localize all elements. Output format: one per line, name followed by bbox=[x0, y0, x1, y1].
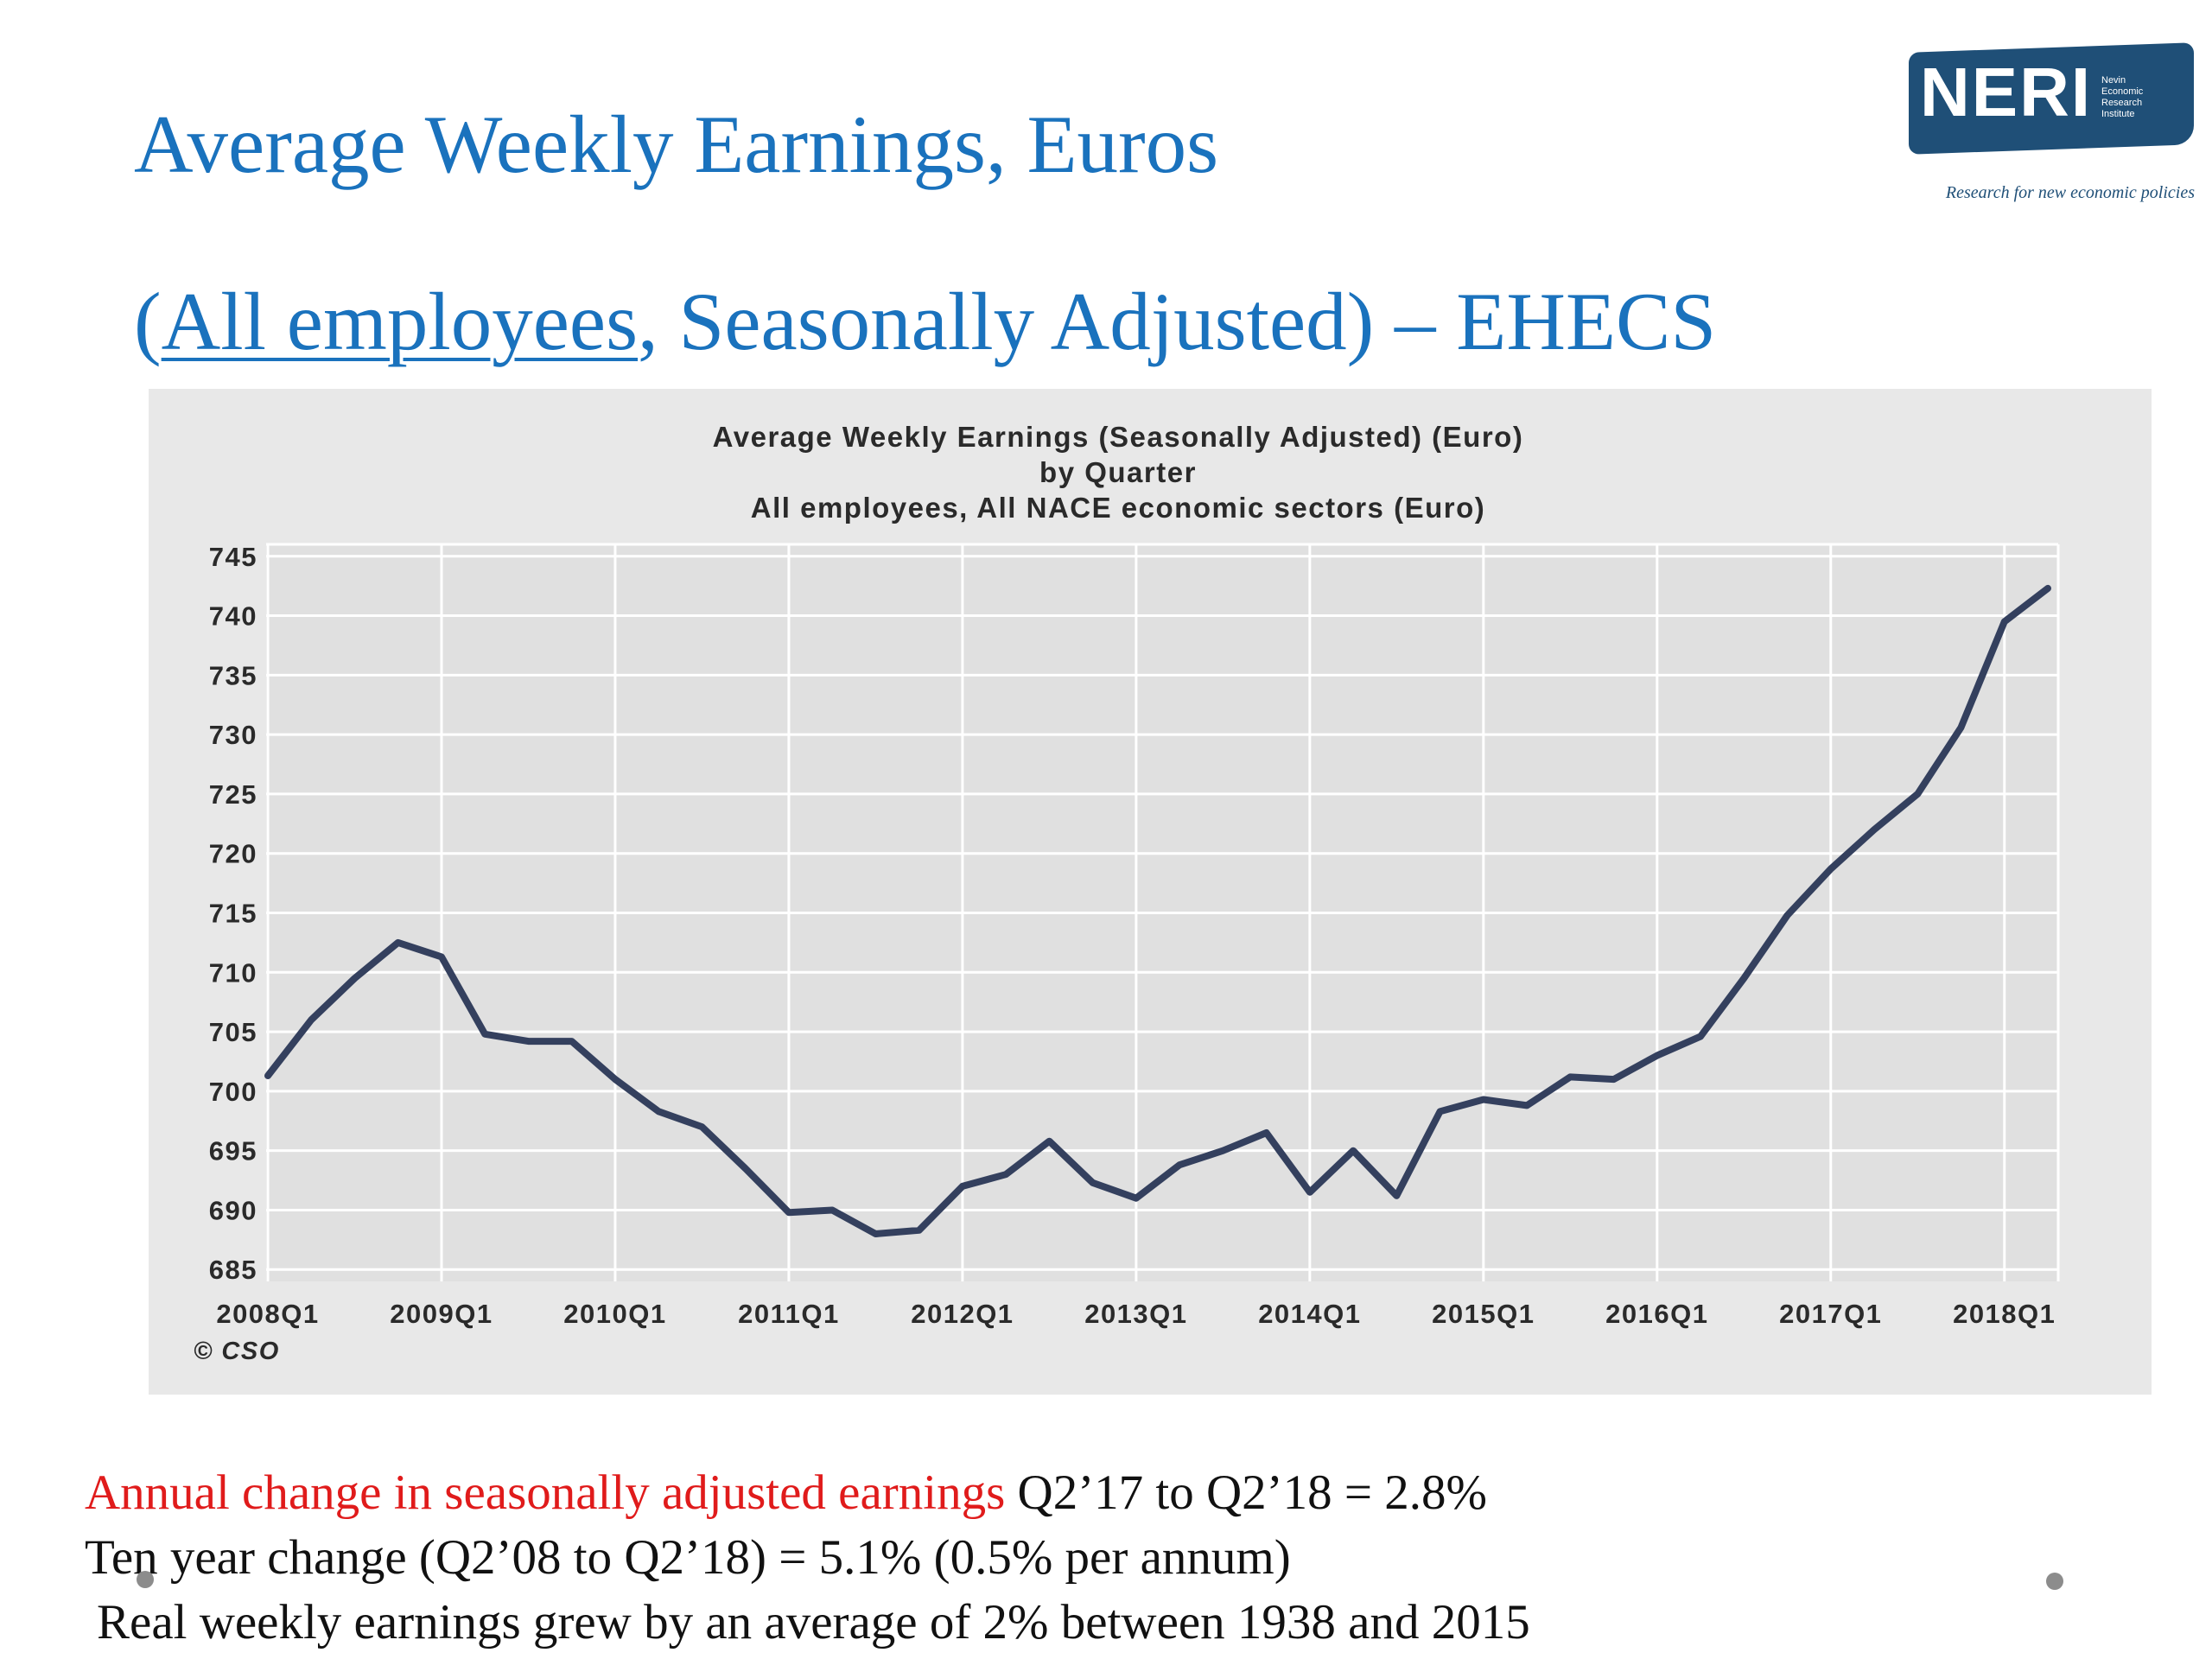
y-axis-ticks: 685 690 695 700 705 710 715 720 725 730 735 740 745 bbox=[209, 542, 257, 1285]
y-tick-label: 700 bbox=[209, 1077, 257, 1107]
x-tick-label: 2013Q1 bbox=[1084, 1299, 1187, 1329]
neri-logo: NERI Nevin Economic Research Institute R… bbox=[1901, 42, 2195, 203]
chart-title-line-2: by Quarter bbox=[1039, 456, 1197, 488]
series-line bbox=[264, 584, 2051, 1237]
note-ten-year-change: Ten year change (Q2’08 to Q2’18) = 5.1% … bbox=[85, 1530, 1291, 1585]
earnings-line-chart: Average Weekly Earnings (Seasonally Adju… bbox=[194, 421, 2060, 1365]
y-tick-label: 695 bbox=[209, 1136, 257, 1166]
chart-credit: © CSO bbox=[194, 1338, 280, 1365]
slide-subtitle: (All employees, Seasonally Adjusted) – E… bbox=[134, 276, 1716, 367]
y-tick-label: 705 bbox=[209, 1017, 257, 1047]
x-tick-label: 2010Q1 bbox=[563, 1299, 666, 1329]
notes-block: Annual change in seasonally adjusted ear… bbox=[85, 1460, 2072, 1655]
y-tick-label: 745 bbox=[209, 542, 257, 572]
chart-title-line-1: Average Weekly Earnings (Seasonally Adju… bbox=[713, 421, 1524, 453]
x-axis-ticks: 2008Q1 2009Q1 2010Q1 2011Q1 2012Q1 2013Q1 2014… bbox=[216, 1299, 2056, 1329]
x-tick-label: 2015Q1 bbox=[1432, 1299, 1535, 1329]
logo-tagline: Research for new economic policies bbox=[1945, 183, 2195, 202]
logo-wordmark: NERI bbox=[1920, 54, 2093, 130]
x-tick-label: 2011Q1 bbox=[738, 1299, 840, 1329]
y-tick-label: 740 bbox=[209, 601, 257, 632]
x-tick-label: 2016Q1 bbox=[1605, 1299, 1708, 1329]
y-tick-label: 720 bbox=[209, 839, 257, 869]
y-tick-label: 715 bbox=[209, 899, 257, 929]
y-tick-label: 735 bbox=[209, 660, 257, 690]
y-tick-label: 690 bbox=[209, 1195, 257, 1225]
chart-title-line-3: All employees, All NACE economic sectors… bbox=[751, 492, 1485, 524]
x-tick-label: 2018Q1 bbox=[1953, 1299, 2056, 1329]
x-tick-label: 2009Q1 bbox=[390, 1299, 493, 1329]
note-annual-change: Annual change in seasonally adjusted ear… bbox=[85, 1460, 2072, 1525]
y-tick-label: 685 bbox=[209, 1255, 257, 1285]
x-tick-label: 2017Q1 bbox=[1779, 1299, 1882, 1329]
slide-title: Average Weekly Earnings, Euros bbox=[134, 99, 1219, 190]
chart-panel: Average Weekly Earnings (Seasonally Adju… bbox=[149, 389, 2152, 1395]
note-real-earnings: Real weekly earnings grew by an average … bbox=[97, 1595, 1530, 1649]
note-annual-change-value: Q2’17 to Q2’18 = 2.8% bbox=[1005, 1465, 1488, 1520]
logo-subtext: Nevin Economic Research Institute bbox=[2101, 75, 2179, 120]
note-annual-change-highlight: Annual change in seasonally adjusted ear… bbox=[85, 1465, 1006, 1520]
x-tick-label: 2008Q1 bbox=[216, 1299, 319, 1329]
y-tick-label: 710 bbox=[209, 957, 257, 988]
logo-subtext-line: Economic bbox=[2101, 86, 2144, 97]
subtitle-open-paren: ( bbox=[134, 276, 162, 367]
logo-subtext-line: Research bbox=[2101, 98, 2143, 108]
grid-lines bbox=[266, 543, 2060, 1281]
subtitle-underlined-text: All employees bbox=[161, 276, 639, 367]
y-tick-label: 730 bbox=[209, 720, 257, 750]
y-tick-label: 725 bbox=[209, 779, 257, 810]
subtitle-rest: , Seasonally Adjusted) – EHECS bbox=[638, 276, 1717, 367]
bullet-dot bbox=[2046, 1573, 2063, 1590]
x-tick-label: 2014Q1 bbox=[1258, 1299, 1361, 1329]
bullet-dot bbox=[137, 1571, 154, 1588]
x-tick-label: 2012Q1 bbox=[911, 1299, 1014, 1329]
logo-subtext-line: Nevin bbox=[2101, 75, 2126, 86]
logo-subtext-line: Institute bbox=[2101, 109, 2135, 119]
